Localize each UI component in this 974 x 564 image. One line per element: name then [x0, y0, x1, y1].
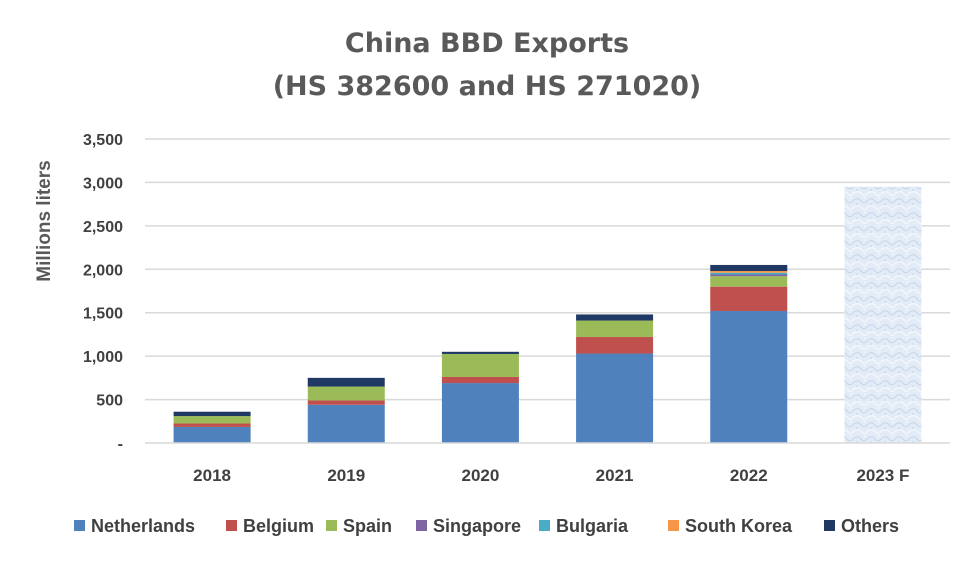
bar-segment-others — [173, 411, 251, 417]
legend-swatch — [668, 520, 679, 531]
bar-segment-belgium — [710, 286, 788, 311]
x-tick-label: 2018 — [193, 466, 231, 485]
bar-segment-spain — [307, 386, 385, 401]
bar-segment-others — [576, 314, 654, 321]
legend-label: Bulgaria — [556, 516, 629, 536]
legend-label: Others — [841, 516, 899, 536]
bar-segment-spain — [173, 416, 251, 424]
y-tick-label: 3,000 — [83, 175, 123, 192]
y-tick-label: 3,500 — [83, 132, 123, 149]
x-axis-ticks: 2018 2019 2020 2021 2022 2023 F — [193, 466, 909, 485]
bar-segment-others — [307, 377, 385, 387]
y-tick-label: 2,500 — [83, 219, 123, 236]
chart-title-line-2: (HS 382600 and HS 271020) — [273, 71, 702, 102]
legend-swatch — [824, 520, 835, 531]
legend-swatch — [226, 520, 237, 531]
y-axis-ticks: - 500 1,000 1,500 2,000 2,500 3,000 3,500 — [83, 132, 123, 453]
y-tick-label: - — [118, 436, 123, 453]
legend-swatch — [539, 520, 550, 531]
x-tick-label: 2022 — [730, 466, 768, 485]
y-tick-label: 1,500 — [83, 306, 123, 323]
legend-label: South Korea — [685, 516, 793, 536]
legend-label: Netherlands — [91, 516, 195, 536]
bar-segment-netherlands — [307, 404, 385, 443]
bar-segment-spain — [441, 353, 519, 377]
gridlines — [145, 138, 950, 401]
bar-segment-belgium — [441, 376, 519, 384]
bar-segment-netherlands — [441, 383, 519, 443]
bars — [173, 186, 922, 443]
bar-segment-belgium — [173, 423, 251, 427]
bar-segment-others — [441, 351, 519, 354]
x-tick-label: 2020 — [462, 466, 500, 485]
x-tick-label: 2021 — [596, 466, 634, 485]
bar-segment-singapore — [710, 274, 788, 277]
legend-label: Spain — [343, 516, 392, 536]
bar-segment-spain — [710, 276, 788, 287]
legend: Netherlands Belgium Spain Singapore Bulgaria… — [74, 516, 899, 536]
bar-forecast — [844, 186, 922, 443]
y-tick-label: 2,000 — [83, 262, 123, 279]
legend-swatch — [74, 520, 85, 531]
y-axis-label: Millions liters — [34, 160, 55, 281]
y-tick-label: 1,000 — [83, 349, 123, 366]
chart-title-line-1: China BBD Exports — [345, 28, 629, 59]
y-tick-label: 500 — [96, 393, 123, 410]
x-tick-label: 2019 — [327, 466, 365, 485]
legend-label: Singapore — [433, 516, 521, 536]
bar-segment-netherlands — [173, 426, 251, 443]
bar-segment-south-korea — [710, 271, 788, 273]
x-tick-label: 2023 F — [856, 466, 909, 485]
bar-segment-belgium — [307, 400, 385, 405]
bar-segment-bulgaria — [710, 272, 788, 275]
bar-segment-netherlands — [576, 353, 654, 443]
legend-swatch — [326, 520, 337, 531]
bar-segment-netherlands — [710, 310, 788, 443]
legend-label: Belgium — [243, 516, 314, 536]
bar-segment-spain — [576, 320, 654, 338]
legend-swatch — [416, 520, 427, 531]
bar-segment-others — [710, 264, 788, 272]
bar-segment-belgium — [576, 337, 654, 354]
